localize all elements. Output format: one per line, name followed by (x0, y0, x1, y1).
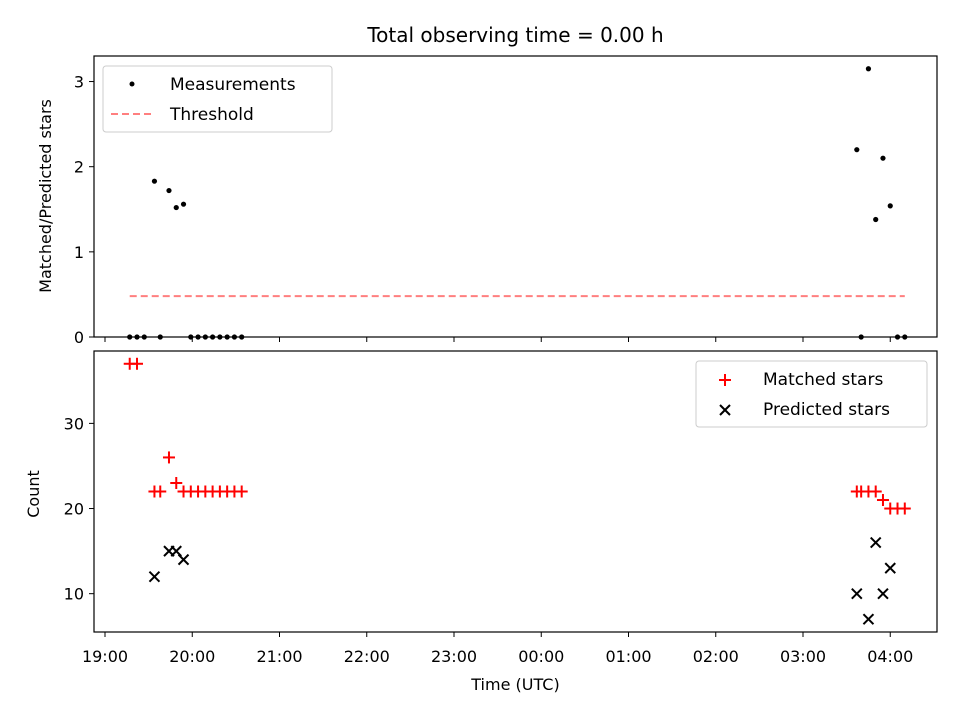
matched-star-point (162, 451, 175, 464)
matched-star-point (170, 476, 183, 489)
legend-marker-measurements (129, 81, 135, 87)
legend-count: Matched stars Predicted stars (695, 360, 928, 428)
measurement-point (887, 203, 893, 209)
matched-star-point (154, 485, 167, 498)
predicted-star-point (870, 536, 882, 549)
predicted-star-point (884, 562, 896, 574)
measurement-point (173, 204, 179, 211)
measurement-point (873, 216, 879, 223)
x-tick-label: 20:00 (169, 647, 215, 666)
panel-count: Count Time (UTC) 10 20 30 19:00 20:00 21:00 22… (24, 350, 938, 694)
x-axis-label: Time (UTC) (470, 675, 559, 694)
legend-box (102, 65, 333, 133)
x-tick-label: 04:00 (867, 647, 913, 666)
predicted-star-point (148, 570, 161, 583)
x-tick-label: 00:00 (518, 647, 564, 666)
measurement-point (854, 147, 860, 153)
predicted-star-point (851, 587, 863, 600)
matched-star-point (869, 485, 882, 498)
y-tick-label: 3 (74, 73, 84, 92)
y-tick-label: 30 (64, 414, 84, 433)
x-tick-label: 19:00 (82, 647, 128, 666)
matched-star-point (876, 494, 889, 507)
predicted-star-point (862, 613, 875, 625)
x-tick-label: 02:00 (693, 647, 739, 666)
y-tick-label: 10 (64, 585, 84, 604)
chart-title: Total observing time = 0.00 h (366, 23, 663, 47)
legend-label-measurements: Measurements (170, 75, 296, 95)
x-tick-label: 22:00 (344, 647, 390, 666)
y-axis-label-ratio: Matched/Predicted stars (36, 99, 55, 293)
matched-star-point (898, 502, 911, 515)
legend-marker-predicted (719, 404, 731, 416)
x-tick-label: 03:00 (780, 647, 826, 666)
x-tick-label: 01:00 (605, 647, 651, 666)
y-tick-label: 2 (74, 158, 84, 177)
measurement-point (880, 155, 886, 161)
legend-ratio: Measurements Threshold (102, 65, 333, 133)
x-tick-label: 23:00 (431, 647, 477, 666)
matched-star-point (130, 357, 143, 370)
predicted-star-point (177, 553, 190, 566)
legend-label-threshold: Threshold (169, 105, 254, 125)
axes-frame-ratio (93, 55, 938, 338)
x-tick-label: 21:00 (256, 647, 302, 666)
legend-label-matched: Matched stars (763, 370, 883, 390)
matched-star-point (235, 485, 248, 498)
axes-frame-count (93, 350, 938, 633)
measurement-point (180, 201, 187, 207)
y-tick-label: 0 (74, 328, 84, 347)
measurement-point (166, 187, 172, 194)
y-tick-label: 1 (74, 243, 84, 262)
legend-marker-matched (719, 374, 731, 386)
plot-area-count: 10 20 30 19:00 20:00 21:00 22:00 23:00 00:00 01:0… (64, 357, 913, 666)
measurement-point (151, 178, 158, 184)
y-axis-label-count: Count (24, 470, 43, 518)
legend-label-predicted: Predicted stars (763, 400, 890, 420)
legend-box (695, 360, 928, 428)
predicted-star-point (877, 587, 889, 600)
measurement-point (865, 66, 872, 72)
panel-ratio: Total observing time = 0.00 h Matched/Pr… (36, 23, 938, 347)
y-tick-label: 20 (64, 500, 84, 519)
